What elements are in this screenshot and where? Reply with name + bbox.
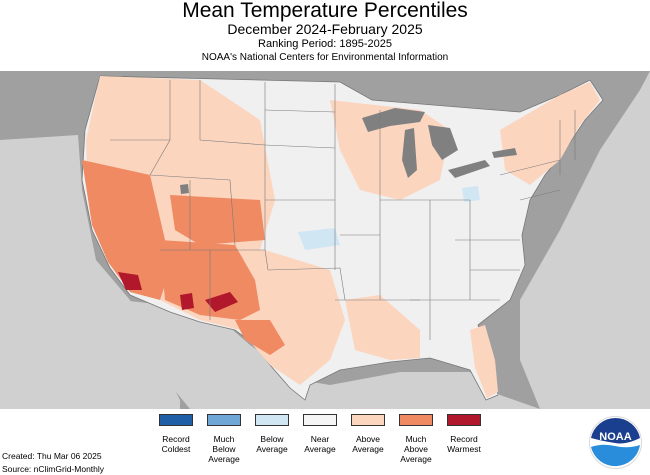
legend-item: Above Average bbox=[346, 414, 390, 454]
legend-item: Record Warmest bbox=[442, 414, 486, 454]
legend-item: Record Coldest bbox=[154, 414, 198, 454]
source-organization: NOAA's National Centers for Environmenta… bbox=[201, 52, 449, 63]
above-southeast bbox=[345, 295, 420, 360]
pacific-ocean bbox=[0, 135, 180, 409]
record-warm-new-mexico bbox=[205, 292, 238, 312]
atlantic-ocean bbox=[520, 71, 650, 409]
lake-superior bbox=[362, 108, 425, 132]
legend-item: Near Average bbox=[298, 414, 342, 454]
much-above-california bbox=[82, 160, 170, 300]
mexico bbox=[120, 300, 300, 409]
legend: Record Coldest Much Below Average Below Av… bbox=[154, 414, 484, 474]
map-title: Mean Temperature Percentiles bbox=[182, 0, 468, 22]
legend-swatch bbox=[207, 414, 241, 426]
legend-swatch bbox=[351, 414, 385, 426]
legend-label: Below Average bbox=[256, 434, 288, 454]
legend-swatch bbox=[447, 414, 481, 426]
much-above-colorado bbox=[170, 195, 265, 245]
legend-label: Above Average bbox=[352, 434, 384, 454]
record-warm-socal bbox=[118, 272, 142, 290]
created-date: Created: Thu Mar 06 2025 bbox=[2, 451, 102, 461]
above-great-lakes bbox=[330, 100, 450, 200]
lake-huron bbox=[428, 125, 458, 160]
lake-ontario bbox=[492, 148, 517, 158]
ranking-period: Ranking Period: 1895-2025 bbox=[258, 38, 392, 50]
legend-item: Much Below Average bbox=[202, 414, 246, 464]
lake-michigan bbox=[402, 128, 417, 178]
legend-label: Much Above Average bbox=[400, 434, 432, 464]
legend-swatch bbox=[303, 414, 337, 426]
svg-text:NOAA: NOAA bbox=[599, 431, 631, 443]
legend-swatch bbox=[255, 414, 289, 426]
map-subtitle: December 2024-February 2025 bbox=[227, 21, 423, 37]
data-source: Source: nClimGrid-Monthly bbox=[2, 464, 105, 474]
us-temperature-map bbox=[0, 71, 650, 409]
legend-item: Much Above Average bbox=[394, 414, 438, 464]
record-warm-arizona bbox=[180, 293, 194, 310]
legend-label: Record Coldest bbox=[161, 434, 191, 454]
below-ohio bbox=[462, 186, 480, 202]
state-boundaries bbox=[110, 80, 576, 340]
above-northeast bbox=[500, 82, 600, 185]
noaa-logo: NOAA bbox=[589, 416, 642, 469]
legend-label: Record Warmest bbox=[447, 434, 481, 454]
legend-label: Near Average bbox=[304, 434, 336, 454]
legend-swatch bbox=[399, 414, 433, 426]
legend-item: Below Average bbox=[250, 414, 294, 454]
below-kansas bbox=[298, 228, 340, 250]
above-florida bbox=[470, 325, 498, 398]
legend-swatch bbox=[159, 414, 193, 426]
legend-label: Much Below Average bbox=[208, 434, 240, 464]
great-salt-lake bbox=[180, 184, 189, 194]
much-above-texas-west bbox=[235, 320, 285, 355]
lake-erie bbox=[448, 160, 490, 178]
